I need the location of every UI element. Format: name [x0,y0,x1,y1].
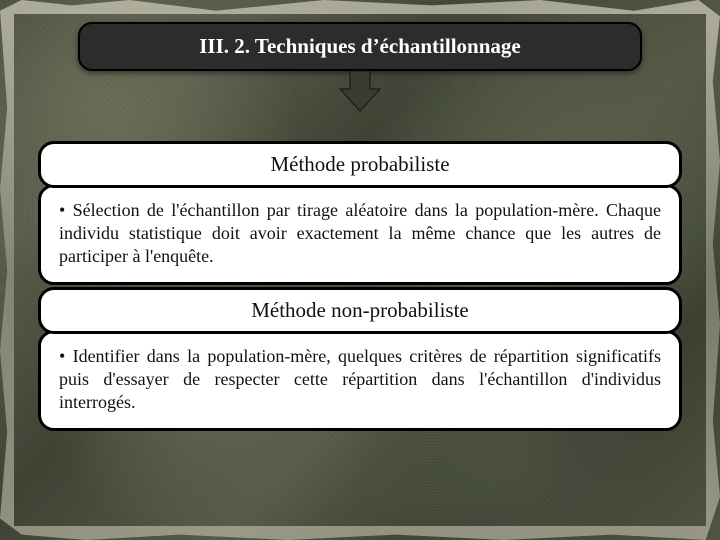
method-1-body: Sélection de l'échantillon par tirage al… [38,184,682,285]
down-arrow-shape [340,71,380,111]
method-1-bullet: Sélection de l'échantillon par tirage al… [59,199,661,268]
slide-title-text: III. 2. Techniques d’échantillonnage [199,34,521,58]
method-2-body: Identifier dans la population-mère, quel… [38,330,682,431]
method-1-header: Méthode probabiliste [38,141,682,188]
slide-content: III. 2. Techniques d’échantillonnage Mét… [0,0,720,540]
method-2-header-text: Méthode non-probabiliste [251,298,469,322]
method-1-header-text: Méthode probabiliste [270,152,449,176]
down-arrow-icon [336,69,384,113]
slide-title: III. 2. Techniques d’échantillonnage [78,22,642,71]
arrow-container [38,69,682,113]
method-2-bullet: Identifier dans la population-mère, quel… [59,345,661,414]
method-2-header: Méthode non-probabiliste [38,287,682,334]
